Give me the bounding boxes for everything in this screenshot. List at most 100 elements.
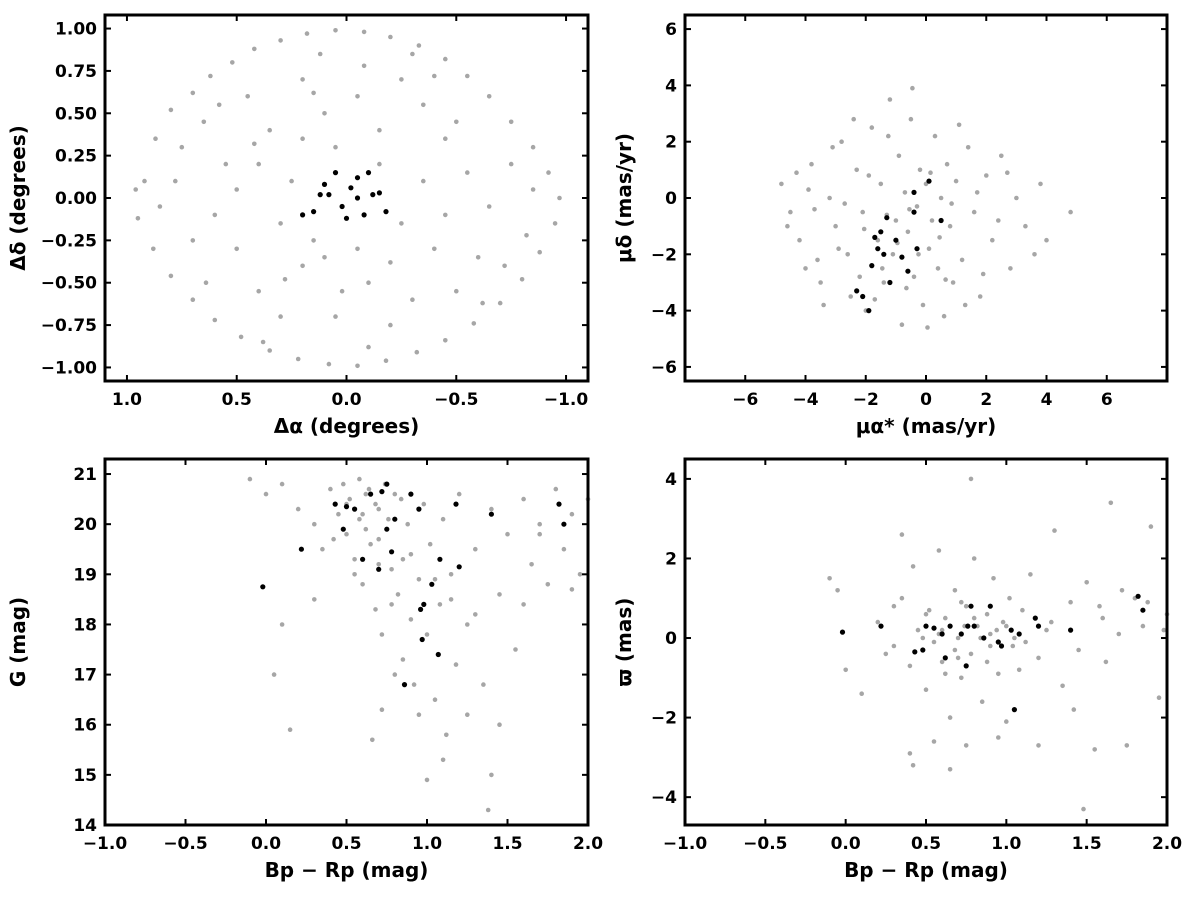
field-star-point [830,145,835,150]
x-tick-label: 1.0 [112,390,142,410]
field-star-point [953,178,959,184]
field-star-point [1020,607,1025,613]
field-star-point [252,141,257,147]
field-star-point [1014,195,1019,201]
field-star-point [256,288,262,294]
field-star-point [1004,719,1009,724]
field-star-point [416,577,422,582]
x-tick-label: 2.0 [1152,834,1182,854]
field-star-point [238,334,244,340]
field-star-point [361,29,367,35]
member-star-point [998,643,1005,649]
field-star-point [794,170,799,175]
member-star-point [911,209,917,215]
x-tick-label: −2 [853,390,879,410]
member-star-point [419,636,425,643]
x-tick-label: 1.5 [492,834,522,854]
y-tick-label: −2 [651,245,677,265]
field-star-point [941,313,947,319]
field-star-point [923,687,929,692]
field-star-point [135,216,141,221]
field-star-point [347,496,353,502]
field-star-point [389,567,394,572]
field-star-point [203,280,209,286]
field-star-point [851,116,856,122]
x-tick-label: −0.5 [434,390,478,410]
parallax-color-y-axis-label: ϖ (mas) [612,598,636,687]
field-star-point [440,516,446,522]
field-star-point [956,122,962,128]
sky-position-y-axis-label: Δδ (degrees) [6,125,30,271]
field-star-point [312,597,317,602]
member-star-point [1140,607,1146,613]
field-star-point [256,161,262,167]
field-star-point [1140,623,1146,629]
field-star-point [947,715,953,720]
member-star-point [872,234,878,240]
member-star-point [893,237,899,243]
field-star-point [395,592,401,597]
field-star-point [1007,595,1012,601]
member-star-point [947,623,953,629]
field-star-point [1008,266,1013,271]
field-star-point [475,254,481,260]
parallax-color-axes-frame [683,457,1169,827]
field-star-point [168,107,174,113]
member-star-point [556,501,562,507]
member-star-point [1035,623,1042,629]
field-star-point [988,643,993,649]
field-star-point [216,102,222,108]
field-star-point [173,178,178,184]
field-star-point [376,506,382,512]
member-star-point [365,170,372,176]
field-star-point [513,647,518,652]
member-star-point [408,491,414,497]
field-star-point [931,639,937,645]
x-tick-label: −4 [792,390,818,410]
field-star-point [252,46,257,52]
field-star-point [410,297,415,303]
field-star-point [1060,683,1065,689]
field-star-point [485,807,491,813]
member-star-point [343,215,350,221]
field-star-point [486,204,492,209]
field-star-point [311,90,316,96]
field-star-point [955,635,961,641]
y-tick-label: 15 [73,766,97,786]
field-star-point [1156,695,1162,700]
field-star-point [530,187,536,192]
member-star-point [453,501,459,507]
field-star-point [947,223,953,229]
field-star-point [448,597,454,602]
field-star-point [561,546,567,552]
field-star-point [1068,209,1073,215]
field-star-point [465,170,470,175]
field-star-point [925,325,930,330]
member-star-point [376,566,382,572]
color-magnitude-member-star-series [260,481,567,688]
field-star-point [1016,667,1022,673]
field-star-point [408,617,414,622]
field-star-point [443,56,448,62]
field-star-point [363,491,369,497]
field-star-point [502,263,507,269]
member-star-point [963,663,969,669]
field-star-point [489,772,494,778]
y-tick-label: −0.75 [41,316,97,336]
member-star-point [488,511,494,517]
field-star-point [962,302,968,308]
field-star-point [432,73,437,79]
field-star-point [1100,615,1105,621]
field-star-point [322,111,327,116]
field-star-point [465,622,470,627]
field-star-point [1084,580,1089,585]
proper-motion-panel: −6 −4 −2 0 2 4 6 6 4 2 0 −2 −4 −6 μα* (mas/yr) μδ (mas/… [612,13,1169,438]
member-star-point [326,192,332,198]
y-tick-label: −4 [651,788,677,808]
field-star-point [400,657,406,662]
x-tick-label: 0.0 [251,834,281,854]
field-star-point [809,161,814,167]
member-star-point [379,489,385,495]
field-star-point [920,302,926,308]
field-star-point [421,178,426,184]
